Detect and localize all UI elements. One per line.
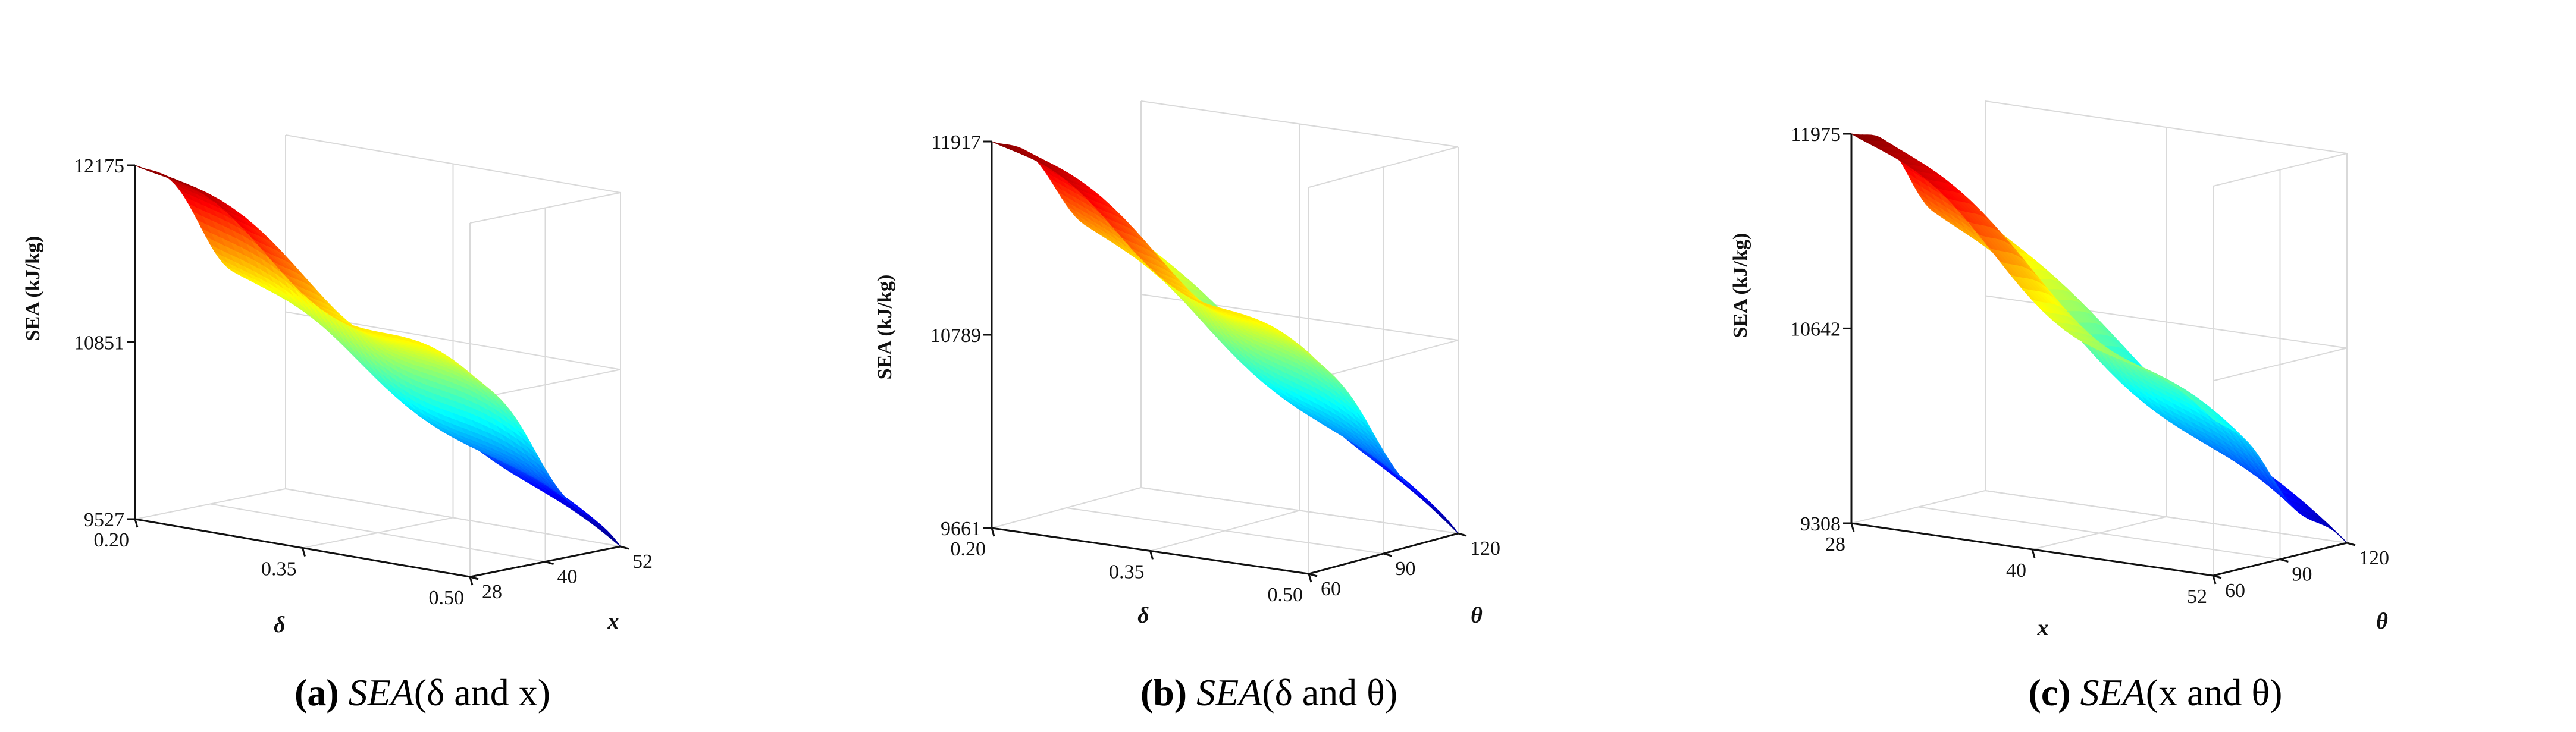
panel-b-x-tick <box>1149 551 1154 560</box>
panel-c-caption: (c) SEA(x and θ) <box>2029 671 2283 714</box>
panel-b-surface-patch <box>1299 344 1314 358</box>
panel-b-y-tick-label: 120 <box>1470 538 1500 560</box>
panel-c-surface-patch <box>2202 408 2218 422</box>
panel-c-y-tick <box>2280 558 2289 563</box>
panel-a-y-tick-label: 28 <box>482 581 502 603</box>
panel-b: 9661 10789 11917 0.20 0.35 0.50 60 90 120 SEA (k… <box>874 100 1500 714</box>
panel-a-xname: δ <box>274 612 285 637</box>
panel-b-z-tick-label: 9661 <box>941 518 981 540</box>
panel-a-y-tick <box>620 545 629 550</box>
panel-b-x-tick <box>991 527 995 537</box>
panel-c-z-tick-label: 10642 <box>1790 318 1841 340</box>
panel-b-y-tick <box>1383 552 1392 557</box>
panel-a-sidewall-grid-z <box>469 192 621 224</box>
panel-a-x-tick-label: 0.20 <box>94 529 130 551</box>
panel-a-z-tick-label: 10851 <box>74 332 124 354</box>
panel-b-sidewall-grid-z <box>1308 340 1459 381</box>
panel-b-z-tick-label: 10789 <box>930 325 981 347</box>
panel-a-backwall-grid-z <box>285 488 621 547</box>
panel-c-sidewall-grid-z <box>2213 153 2348 187</box>
panel-b-y-tick-label: 60 <box>1321 578 1341 600</box>
panel-b-floor-grid-y <box>1066 507 1384 554</box>
panel-a-floor-grid-y <box>210 503 546 563</box>
panel-b-x-tick-label: 0.35 <box>1109 561 1145 583</box>
panel-c-zlabel: SEA (kJ/kg) <box>1729 233 1751 338</box>
panel-b-caption-func: SEA <box>1196 671 1262 714</box>
panel-c-surface <box>1851 133 2348 543</box>
panel-a-y-tick-label: 40 <box>557 566 578 588</box>
panel-c-yname: θ <box>2376 609 2388 634</box>
panel-a-axes: 9527 10851 12175 0.20 0.35 0.50 28 40 52 <box>74 155 653 609</box>
panel-c-x-tick-label: 52 <box>2187 586 2207 608</box>
panel-a-y-tick-label: 52 <box>632 551 653 573</box>
panel-a: 9527 10851 12175 0.20 0.35 0.50 28 40 52 SEA (kJ… <box>22 134 653 714</box>
panel-c-sidewall-grid-z <box>2213 347 2348 382</box>
panel-b-caption-letter: (b) <box>1140 671 1187 714</box>
panel-c-y-tick-label: 90 <box>2292 564 2312 586</box>
panel-c-x-tick <box>2212 575 2217 585</box>
panel-b-backwall-grid-z <box>1140 100 1459 147</box>
panel-b-backwall-grid-z <box>1140 487 1459 534</box>
panel-c-backwall-grid-z <box>1985 490 2348 543</box>
panel-b-caption: (b) SEA(δ and θ) <box>1140 671 1397 714</box>
panel-a-y-tick <box>469 576 479 580</box>
panel-a-z-tick-label: 9527 <box>84 509 124 531</box>
panel-c-z-tick-label: 9308 <box>1800 513 1841 535</box>
panel-c-caption-args: x and θ <box>2158 671 2270 714</box>
panel-b-yname: θ <box>1471 603 1483 628</box>
panel-c-caption-letter: (c) <box>2029 671 2071 714</box>
panel-a-caption-args: δ and x <box>427 671 538 714</box>
panel-c-x-tick-label: 40 <box>2006 560 2026 582</box>
panel-c-y-tick-label: 120 <box>2359 547 2389 569</box>
panel-c-caption-func: SEA <box>2080 671 2146 714</box>
panel-b-x-tick-label: 0.50 <box>1268 584 1303 606</box>
panel-c-floor-grid-y <box>1918 506 2280 560</box>
panel-b-surface <box>991 141 1459 534</box>
panel-c-backwall-grid-z <box>1985 100 2348 154</box>
panel-a-z-tick-label: 12175 <box>74 155 124 177</box>
panel-a-yname: x <box>607 609 619 634</box>
panel-a-x-tick <box>302 548 306 557</box>
panel-b-y-tick <box>1458 532 1467 537</box>
panel-a-x-tick-label: 0.50 <box>429 587 465 609</box>
panel-b-x-tick <box>1308 573 1312 583</box>
panel-a-x-tick <box>134 519 139 528</box>
panel-a-y-tick <box>545 561 554 565</box>
panel-c-y-tick <box>2213 574 2222 579</box>
panel-c-y-tick-label: 60 <box>2225 580 2245 602</box>
panel-c-axes: 9308 10642 11975 28 40 52 60 90 120 <box>1790 124 2389 608</box>
panel-c-z-tick-label: 11975 <box>1791 124 1841 146</box>
panel-c-x-tick-label: 28 <box>1825 533 1845 555</box>
panel-b-caption-args: δ and θ <box>1275 671 1385 714</box>
panel-b-xname: δ <box>1137 603 1149 628</box>
panel-b-z-tick-label: 11917 <box>931 131 981 153</box>
panel-a-surface <box>134 165 621 547</box>
panel-c-xname: x <box>2037 615 2049 640</box>
panel-b-sidewall-grid-z <box>1308 146 1459 188</box>
panel-b-x-tick-label: 0.20 <box>951 538 986 560</box>
panel-a-backwall-grid-z <box>285 134 621 193</box>
panel-a-caption-letter: (a) <box>294 671 339 714</box>
panel-a-caption-func: SEA <box>349 671 415 714</box>
panel-c-x-tick <box>2031 549 2036 558</box>
panel-b-y-tick <box>1308 573 1318 577</box>
panel-b-y-tick-label: 90 <box>1396 558 1416 580</box>
panel-c-x-tick <box>1850 523 1855 532</box>
panel-a-zlabel: SEA (kJ/kg) <box>22 236 44 341</box>
panel-b-zlabel: SEA (kJ/kg) <box>874 275 896 380</box>
panel-b-axes: 9661 10789 11917 0.20 0.35 0.50 60 90 120 <box>930 131 1500 606</box>
panel-a-surface-patch <box>459 365 475 378</box>
panel-a-caption: (a) SEA(δ and x) <box>294 671 550 714</box>
panel-a-x-tick-label: 0.35 <box>261 558 297 580</box>
panel-a-x-tick <box>469 576 474 586</box>
panel-c-y-tick <box>2346 542 2356 546</box>
